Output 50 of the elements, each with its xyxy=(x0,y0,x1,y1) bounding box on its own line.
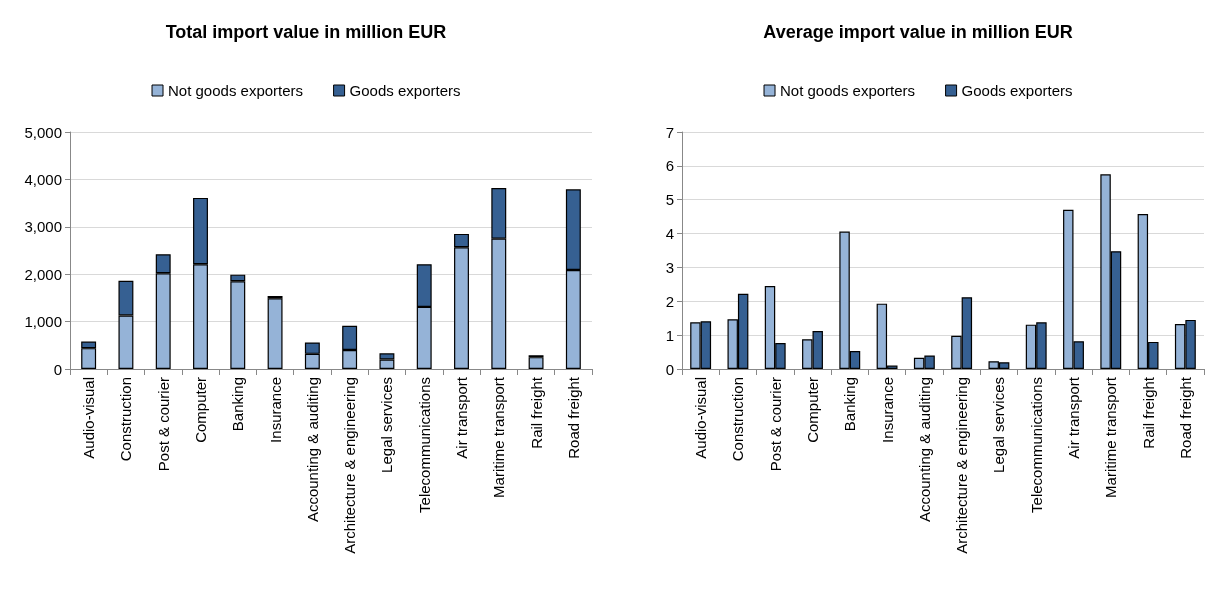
y-tick-label: 5,000 xyxy=(24,123,62,141)
x-tick-label: Post & courier xyxy=(154,377,172,472)
x-tick-label: Accounting & auditing xyxy=(915,377,933,523)
x-tick-label: Air transport xyxy=(453,376,470,459)
x-tick-label: Computer xyxy=(192,377,209,443)
y-tick-label: 6 xyxy=(665,157,674,175)
y-tick-label: 3,000 xyxy=(24,218,62,236)
legend-label: Goods exporters xyxy=(961,82,1073,99)
y-tick-label: 2,000 xyxy=(24,265,62,283)
chart-title: Total import value in million EUR xyxy=(165,22,447,42)
x-tick-label: Audio-visual xyxy=(692,377,710,459)
x-tick-label: Legal services xyxy=(378,377,396,473)
x-tick-label: Banking xyxy=(229,377,247,432)
x-tick-label: Architecture & engineering xyxy=(953,377,971,554)
x-tick-label: Maritime transport xyxy=(1102,376,1120,498)
y-tick-label: 3 xyxy=(665,258,674,276)
x-tick-label: Insurance xyxy=(878,377,896,443)
y-tick-label: 1 xyxy=(665,326,674,344)
x-tick-label: Construction xyxy=(117,377,135,462)
legend-label: Not goods exporters xyxy=(780,82,916,99)
y-tick-label: 0 xyxy=(53,360,62,378)
x-tick-label: Rail freight xyxy=(1139,376,1157,449)
y-tick-label: 1,000 xyxy=(24,313,62,331)
x-tick-label: Legal services xyxy=(990,377,1008,473)
x-tick-label: Audio-visual xyxy=(80,377,98,459)
x-tick-label: Rail freight xyxy=(527,376,545,449)
y-tick-label: 0 xyxy=(665,360,674,378)
x-tick-label: Air transport xyxy=(1065,376,1082,459)
bar xyxy=(528,357,544,369)
y-tick-label: 5 xyxy=(665,191,674,209)
x-tick-label: Construction xyxy=(729,377,747,462)
x-tick-label: Telecommunications xyxy=(415,377,433,513)
y-tick-label: 4,000 xyxy=(24,170,62,188)
legend-label: Goods exporters xyxy=(349,82,461,99)
x-tick-label: Road freight xyxy=(564,376,582,459)
x-tick-label: Post & courier xyxy=(766,377,784,472)
bar xyxy=(267,298,283,369)
y-tick-label: 2 xyxy=(665,292,674,310)
x-tick-label: Road freight xyxy=(1176,376,1194,459)
x-tick-label: Telecommunications xyxy=(1027,377,1045,513)
chart-title: Average import value in million EUR xyxy=(763,22,1073,42)
x-tick-label: Architecture & engineering xyxy=(341,377,359,554)
y-tick-label: 7 xyxy=(665,123,674,141)
x-tick-label: Accounting & auditing xyxy=(303,377,321,523)
x-tick-label: Maritime transport xyxy=(490,376,508,498)
x-tick-label: Insurance xyxy=(266,377,284,443)
y-tick-label: 4 xyxy=(665,225,674,243)
x-tick-label: Banking xyxy=(841,377,859,432)
x-tick-label: Computer xyxy=(804,377,821,443)
legend-label: Not goods exporters xyxy=(168,82,304,99)
